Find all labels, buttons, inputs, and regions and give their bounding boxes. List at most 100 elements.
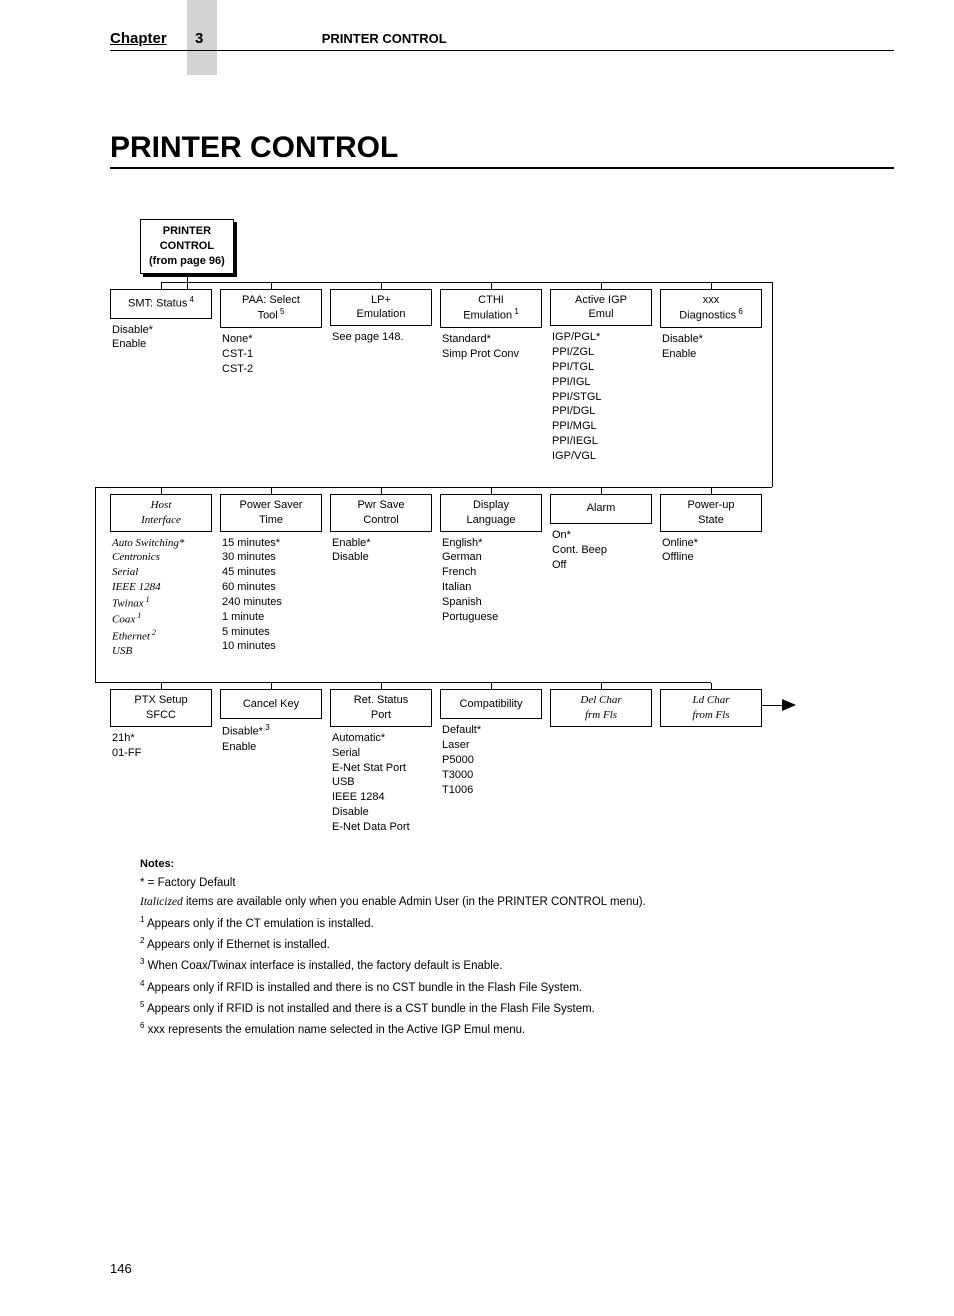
note-item: 3 When Coax/Twinax interface is installe… (140, 955, 894, 976)
menu-column: HostInterfaceAuto Switching*CentronicsSe… (110, 494, 212, 659)
note-text: Appears only if Ethernet is installed. (144, 939, 329, 951)
option-value: Enable* (332, 536, 430, 551)
note-item: 6 xxx represents the emulation name sele… (140, 1019, 894, 1040)
footnote-ref: 2 (150, 628, 156, 637)
option-value: Simp Prot Conv (442, 347, 540, 362)
menu-node-box: Power SaverTime (220, 494, 322, 532)
menu-diagram: PRINTER CONTROL (from page 96) SMT: Stat… (110, 219, 894, 835)
node-label-line1: Pwr Save (335, 498, 427, 513)
option-value: 15 minutes* (222, 536, 320, 551)
option-value: English* (442, 536, 540, 551)
menu-row-2: HostInterfaceAuto Switching*CentronicsSe… (110, 494, 894, 659)
option-value: PPI/ZGL (552, 345, 650, 360)
note-text: * = Factory Default (140, 877, 236, 889)
menu-node-box: Del Charfrm Fls (550, 689, 652, 727)
connector (271, 488, 272, 495)
option-value: French (442, 565, 540, 580)
menu-column: DisplayLanguageEnglish*GermanFrenchItali… (440, 494, 542, 659)
node-label-line1: Active IGP (555, 293, 647, 308)
option-value: On* (552, 528, 650, 543)
page-title: PRINTER CONTROL (110, 131, 894, 169)
node-label-line2: Tool 5 (225, 307, 317, 324)
footnote-ref: 1 (144, 595, 150, 604)
node-options (660, 727, 762, 731)
footnote-ref: 5 (278, 307, 285, 316)
connector (491, 283, 492, 290)
menu-node-box: PTX SetupSFCC (110, 689, 212, 727)
option-value: 10 minutes (222, 639, 320, 654)
option-value: PPI/IGL (552, 375, 650, 390)
node-label-line1: xxx (665, 293, 757, 308)
node-label-line1: CTHI (445, 293, 537, 308)
option-value: Disable* (662, 332, 760, 347)
continuation-arrow-icon (782, 699, 796, 711)
option-value: P5000 (442, 753, 540, 768)
option-value: T3000 (442, 768, 540, 783)
option-value: 21h* (112, 731, 210, 746)
connector (381, 488, 382, 495)
connector (271, 683, 272, 690)
connector (491, 683, 492, 690)
connector (95, 682, 161, 683)
menu-node-box: Active IGPEmul (550, 289, 652, 327)
option-value: 01-FF (112, 746, 210, 761)
node-options: Auto Switching*CentronicsSerialIEEE 1284… (110, 532, 212, 660)
menu-node-box: Power-upState (660, 494, 762, 532)
footnote-ref: 1 (512, 307, 519, 316)
node-options: 15 minutes*30 minutes45 minutes60 minute… (220, 532, 322, 655)
option-value: Off (552, 558, 650, 573)
root-line3: (from page 96) (149, 254, 225, 269)
menu-node-box: SMT: Status 4 (110, 289, 212, 319)
node-options: English*GermanFrenchItalianSpanishPortug… (440, 532, 542, 625)
note-item: 5 Appears only if RFID is not installed … (140, 998, 894, 1019)
node-label-line2: Language (445, 513, 537, 528)
menu-node-box: xxxDiagnostics 6 (660, 289, 762, 328)
node-options: IGP/PGL*PPI/ZGLPPI/TGLPPI/IGLPPI/STGLPPI… (550, 326, 652, 464)
connector (601, 283, 602, 290)
option-value: Disable* (112, 323, 210, 338)
note-text: items are available only when you enable… (183, 896, 646, 908)
option-value: 60 minutes (222, 580, 320, 595)
note-italic-prefix: Italicized (140, 896, 183, 908)
note-text: Appears only if the CT emulation is inst… (144, 917, 373, 929)
connector (381, 283, 382, 290)
footnote-ref: 1 (135, 611, 141, 620)
menu-column: Ret. StatusPortAutomatic*SerialE-Net Sta… (330, 689, 432, 835)
option-value: PPI/STGL (552, 390, 650, 405)
root-line1: PRINTER (149, 224, 225, 239)
node-label: Alarm (555, 501, 647, 516)
option-value: Italian (442, 580, 540, 595)
node-label-line1: Ret. Status (335, 693, 427, 708)
option-value: Automatic* (332, 731, 430, 746)
menu-node-box: Pwr SaveControl (330, 494, 432, 532)
connector (381, 683, 382, 690)
node-options: Enable*Disable (330, 532, 432, 566)
option-value: IGP/PGL* (552, 330, 650, 345)
node-label-line2: Emulation 1 (445, 307, 537, 324)
node-label-line2: State (665, 513, 757, 528)
option-value: Disable (332, 805, 430, 820)
node-label: Compatibility (445, 697, 537, 712)
option-value: Disable (332, 550, 430, 565)
option-value: 5 minutes (222, 625, 320, 640)
option-value: Standard* (442, 332, 540, 347)
menu-row-3: PTX SetupSFCC21h*01-FFCancel KeyDisable*… (110, 689, 894, 835)
connector (491, 488, 492, 495)
node-label-line2: Time (225, 513, 317, 528)
node-label-line2: Diagnostics 6 (665, 307, 757, 324)
menu-node-box: Ld Charfrom Fls (660, 689, 762, 727)
note-item: 4 Appears only if RFID is installed and … (140, 977, 894, 998)
connector (271, 283, 272, 290)
option-value: Cont. Beep (552, 543, 650, 558)
connector (187, 274, 188, 282)
option-value: Coax 1 (112, 611, 210, 628)
note-item: Italicized items are available only when… (140, 893, 894, 913)
node-label-line1: Power Saver (225, 498, 317, 513)
option-value: E-Net Stat Port (332, 761, 430, 776)
menu-column: PTX SetupSFCC 21h*01-FF (110, 689, 212, 835)
menu-column: Alarm On*Cont. BeepOff (550, 494, 652, 659)
option-value: Enable (112, 337, 210, 352)
note-item: 2 Appears only if Ethernet is installed. (140, 934, 894, 955)
note-text: When Coax/Twinax interface is installed,… (144, 960, 502, 972)
option-value: 240 minutes (222, 595, 320, 610)
